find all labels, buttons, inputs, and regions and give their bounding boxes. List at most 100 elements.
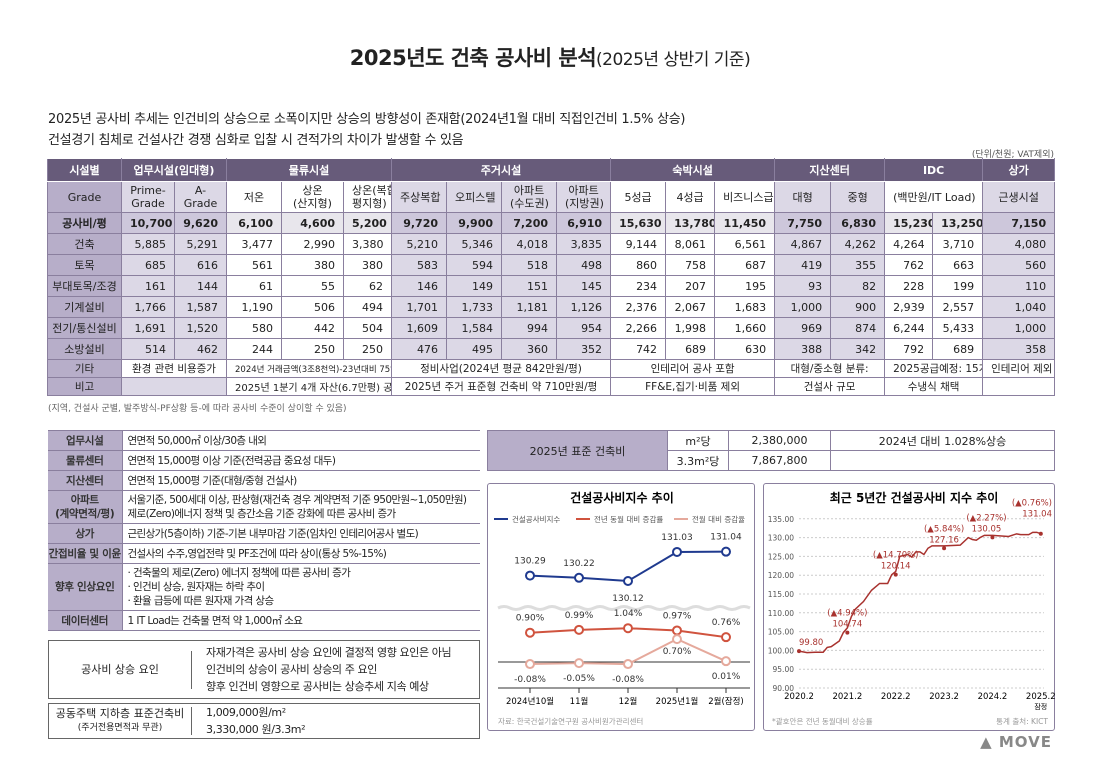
data-label: 0.76% [712,618,741,628]
grade-text: 아파트 [568,184,599,197]
table-cell: 498 [556,254,612,276]
remark-cell: 건설사 규모 [774,377,886,396]
y-tick-label: 90.00 [773,684,795,693]
grade-text: 비즈니스급 [723,190,774,204]
table-cell: 149 [446,275,503,297]
table-cell: 360 [501,338,558,360]
spec-line: 제로(Zero)에너지 정책 및 층간소음 기준 강화에 따른 공사비 증가 [127,508,397,520]
table-cell: 5,291 [174,233,227,255]
spec-text: 건설사의 수주,영업전략 및 PF조건에 따라 상이(통상 5%-15%) [122,543,480,564]
table-cell: 2,557 [932,296,984,318]
grade-text: 상온 [302,184,323,197]
table-cell: 1,520 [174,317,227,339]
spec-row: 상가 근린상가(5층이하) 기준-기본 내부마감 기준(임차인 인테리어공사 별도… [48,523,480,544]
grade-text: (지방권) [565,197,604,210]
title-main: 2025년도 건축 공사비 분석 [349,46,597,70]
table-cell: 207 [665,275,716,297]
factors-lines: 자재가격은 공사비 상승 요인에 결정적 영향 요인은 아님 인건비의 상승이 … [192,644,452,695]
table-cell: 55 [281,275,344,297]
table-cell: 1,181 [501,296,558,318]
spec-text: 근린상가(5층이하) 기준-기본 내부마감 기준(임차인 인테리어공사 별도) [122,523,480,544]
table-cell: 494 [342,296,393,318]
data-label: 130.22 [563,559,595,569]
table-cell: 6,244 [884,317,934,339]
data-point [623,623,633,634]
table-cell: 4,080 [982,233,1056,255]
grade-cell: 아파트 (지방권) [556,181,612,213]
table-cell: 994 [501,317,558,339]
row-label: 기계설비 [47,296,122,318]
spec-label-text: 업무시설 [66,434,104,447]
etc-cell: 환경 관련 비용증가 [121,359,227,378]
grade-cell: 저온 [226,181,282,213]
index-trend-chart: 건설공사비지수 추이 건설공사비지수 전년 동월 대비 증감률 전월 대비 증감율 13… [487,483,755,731]
spec-label-text: 물류센터 [66,454,104,467]
grade-cell: 중형 [830,181,886,213]
group-header-row: 시설별 업무시설(임대형) 물류시설 주거시설 숙박시설 지산센터 IDC 상가 [47,158,1056,182]
data-label: 130.29 [514,557,546,567]
table-cell: 9,900 [446,212,503,234]
remark-cell: FF&E,집기·비품 제외 [610,377,776,396]
table-cell: 195 [714,275,776,297]
grade-cell: A- Grade [174,181,227,213]
table-cell: 2,376 [610,296,667,318]
spec-label: 업무시설 [48,430,123,451]
grade-text: 상온(복합, [352,184,391,197]
table-cell: 5,433 [932,317,984,339]
data-label: 131.03 [661,533,693,543]
table-cell: 689 [665,338,716,360]
grade-text: Prime- [130,184,166,197]
table-cell: 874 [830,317,886,339]
spec-line: 1 IT Load는 건축물 면적 약 1,000㎡ 소요 [127,614,303,627]
table-cell: 9,720 [391,212,448,234]
data-label: 0.99% [565,611,594,621]
y-tick-label: 135.00 [768,515,794,524]
table-cell: 1,660 [714,317,776,339]
spec-label: 향후 인상요인 [48,563,123,611]
table-cell: 1,691 [121,317,175,339]
grade-cell: 비즈니스급 [714,181,776,213]
y-tick-label: 125.00 [768,552,794,561]
table-cell: 685 [121,254,175,276]
remark-cell: 2025년 1분기 4개 자산(6.7만평) 공급 [225,377,393,396]
table-cell: 7,200 [501,212,558,234]
x-tick-sub: 잠정 [1034,702,1047,711]
data-label: 127.16 [929,535,959,545]
grade-cell: 대형 [774,181,832,213]
x-tick-label: 2025년1월 [656,696,699,707]
row-label: 토목 [47,254,122,276]
data-label: 0.01% [712,672,741,682]
table-cell: 506 [281,296,344,318]
etc-cell: 인테리어 제외 [982,359,1056,378]
table-cell: 9,144 [610,233,667,255]
table-row: 건축 5,885 5,291 3,477 2,990 3,380 5,210 5,346 4,0… [47,233,1056,255]
spec-label: 지산센터 [48,470,123,491]
table-cell: 462 [174,338,227,360]
chart-footnote: *괄호안은 전년 동월대비 상승률 [772,716,873,726]
table-cell: 13,780 [665,212,716,234]
grade-text: Grade [183,197,218,210]
x-tick-label: 11월 [570,696,589,707]
table-cell: 358 [982,338,1056,360]
row-label: 공사비/평 [47,212,122,234]
table-cell: 689 [932,338,984,360]
table-cell: 3,380 [342,233,393,255]
table-cell: 82 [830,275,886,297]
table-row: 공사비/평 10,700 9,620 6,100 4,600 5,200 9,720 9,90… [47,212,1056,234]
spec-line: 근린상가(5층이하) 기준-기본 내부마감 기준(임차인 인테리어공사 별도) [127,527,419,540]
group-header: 상가 [982,158,1056,182]
table-cell: 5,210 [391,233,448,255]
basement-line: 1,009,000원/m² [206,706,286,719]
factor-line: 인건비의 상승이 공사비 상승의 주 요인 [206,663,378,676]
grade-text: 중형 [847,190,868,204]
x-tick-label: 2021.2 [832,692,862,702]
x-tick-label: 2월(잠정) [708,696,744,707]
table-cell: 3,835 [556,233,612,255]
table-cell: 4,600 [281,212,344,234]
std-unit: m²당 [667,430,729,451]
spec-text: 서울기준, 500세대 이상, 판상형(재건축 경우 계약면적 기준 950만원… [122,490,480,524]
table-cell: 1,040 [982,296,1056,318]
grade-text: 주상복합 [400,190,441,204]
table-cell: 15,630 [610,212,667,234]
table-cell: 663 [932,254,984,276]
